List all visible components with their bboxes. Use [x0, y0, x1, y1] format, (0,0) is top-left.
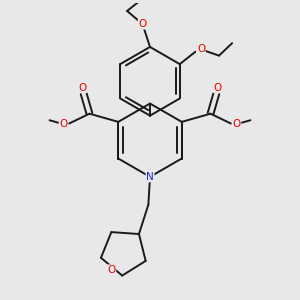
Text: N: N	[146, 172, 154, 182]
Text: O: O	[107, 265, 116, 275]
Text: O: O	[197, 44, 205, 54]
Text: O: O	[213, 82, 221, 92]
Text: O: O	[79, 82, 87, 92]
Text: O: O	[59, 119, 68, 129]
Text: O: O	[232, 119, 241, 129]
Text: O: O	[138, 19, 147, 29]
